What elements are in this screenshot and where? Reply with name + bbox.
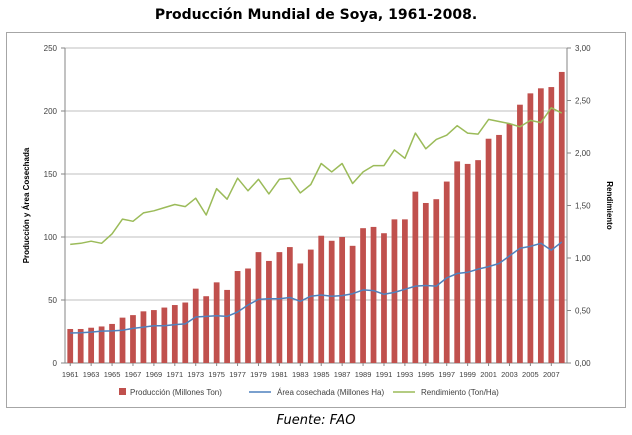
production-bar	[402, 219, 408, 363]
y2-axis-title: Rendimiento	[605, 181, 614, 230]
y2-tick-label: 0,00	[575, 359, 591, 368]
production-bar	[245, 268, 251, 363]
x-tick-label: 1989	[355, 370, 372, 379]
production-bar	[412, 191, 419, 363]
production-bar	[381, 233, 387, 363]
production-bar	[475, 160, 481, 363]
y2-tick-label: 2,00	[575, 149, 591, 158]
x-tick-label: 1987	[334, 370, 351, 379]
x-tick-label: 1979	[250, 370, 267, 379]
y-tick-label: 150	[44, 170, 58, 179]
yield-line	[70, 107, 563, 246]
production-bar	[307, 249, 314, 363]
x-tick-label: 2003	[501, 370, 518, 379]
y-tick-label: 100	[44, 233, 58, 242]
production-bar	[485, 138, 492, 363]
y2-tick-label: 1,00	[575, 254, 591, 263]
x-tick-label: 1995	[417, 370, 434, 379]
production-bar	[161, 307, 168, 363]
production-bar	[433, 199, 440, 363]
production-bar	[422, 202, 429, 363]
legend-label: Rendimiento (Ton/Ha)	[421, 388, 499, 397]
y2-tick-label: 3,00	[575, 44, 591, 53]
x-tick-label: 2007	[543, 370, 560, 379]
x-tick-label: 1965	[104, 370, 121, 379]
production-bar	[443, 181, 450, 363]
production-bar	[203, 296, 210, 363]
production-bar	[548, 87, 555, 363]
x-tick-label: 1991	[376, 370, 393, 379]
production-bar	[234, 271, 241, 363]
x-tick-label: 1967	[125, 370, 142, 379]
production-bar	[297, 263, 304, 363]
y2-tick-label: 2,50	[575, 97, 591, 106]
production-bar	[67, 328, 74, 363]
production-bar	[506, 123, 513, 363]
x-tick-label: 1981	[271, 370, 288, 379]
production-bar	[517, 104, 523, 363]
harvested-area-line	[70, 241, 563, 334]
production-bar	[527, 93, 534, 364]
production-bar	[339, 237, 346, 363]
production-bar	[360, 228, 366, 363]
production-bar	[140, 311, 147, 363]
production-bar	[192, 288, 199, 363]
production-bar	[88, 327, 95, 363]
y-tick-label: 0	[53, 359, 58, 368]
production-bar	[391, 219, 398, 363]
production-bar	[370, 226, 377, 363]
x-tick-label: 2005	[522, 370, 539, 379]
production-bar	[171, 305, 178, 363]
y-tick-label: 200	[44, 107, 58, 116]
legend-label: Producción (Millones Ton)	[130, 388, 222, 397]
production-bar	[349, 245, 356, 363]
y-axis-title: Producción y Área Cosechada	[22, 147, 31, 263]
production-bar	[537, 88, 544, 363]
production-bar	[255, 252, 262, 363]
x-tick-label: 1975	[208, 370, 225, 379]
chart-source-note: Fuente: FAO	[276, 413, 356, 428]
production-bar	[77, 328, 84, 363]
x-tick-label: 1969	[146, 370, 163, 379]
y-tick-label: 50	[48, 296, 57, 305]
production-bar	[224, 289, 230, 363]
chart-frame: 0 50 100 150 200 250 0,00 0,50 1,00 1,50 2,00 2,50 3…	[6, 32, 626, 408]
x-tick-label: 1961	[62, 370, 79, 379]
production-bar	[318, 235, 325, 363]
x-tick-label: 2001	[480, 370, 497, 379]
production-bar	[98, 326, 105, 363]
x-tick-label: 1971	[166, 370, 183, 379]
production-bar	[276, 252, 283, 363]
x-tick-label: 1999	[459, 370, 476, 379]
legend-swatch-production	[119, 388, 126, 395]
chart-title: Producción Mundial de Soya, 1961-2008.	[154, 7, 478, 23]
production-bar	[130, 315, 136, 363]
production-bar	[558, 71, 565, 363]
production-bar	[286, 247, 293, 363]
y2-tick-label: 0,50	[575, 307, 591, 316]
production-bar	[266, 260, 272, 363]
x-tick-label: 1977	[229, 370, 246, 379]
production-bar	[109, 323, 115, 363]
production-bar	[151, 310, 157, 363]
chart-plot: 0 50 100 150 200 250 0,00 0,50 1,00 1,50 2,00 2,50 3…	[22, 44, 614, 397]
x-tick-label: 1985	[313, 370, 330, 379]
legend-label: Área cosechada (Millones Ha)	[277, 388, 384, 397]
x-tick-label: 1963	[83, 370, 100, 379]
production-bar	[464, 163, 471, 363]
production-bar	[328, 240, 335, 363]
production-bar	[496, 134, 502, 363]
x-tick-label: 1983	[292, 370, 309, 379]
x-tick-label: 1997	[438, 370, 455, 379]
production-bar	[119, 317, 126, 363]
production-bar	[182, 302, 189, 363]
production-bar	[213, 282, 220, 363]
y2-tick-label: 1,50	[575, 202, 591, 211]
x-tick-label: 1993	[397, 370, 414, 379]
y-tick-label: 250	[44, 44, 58, 53]
production-bar	[454, 161, 461, 363]
x-tick-label: 1973	[187, 370, 204, 379]
